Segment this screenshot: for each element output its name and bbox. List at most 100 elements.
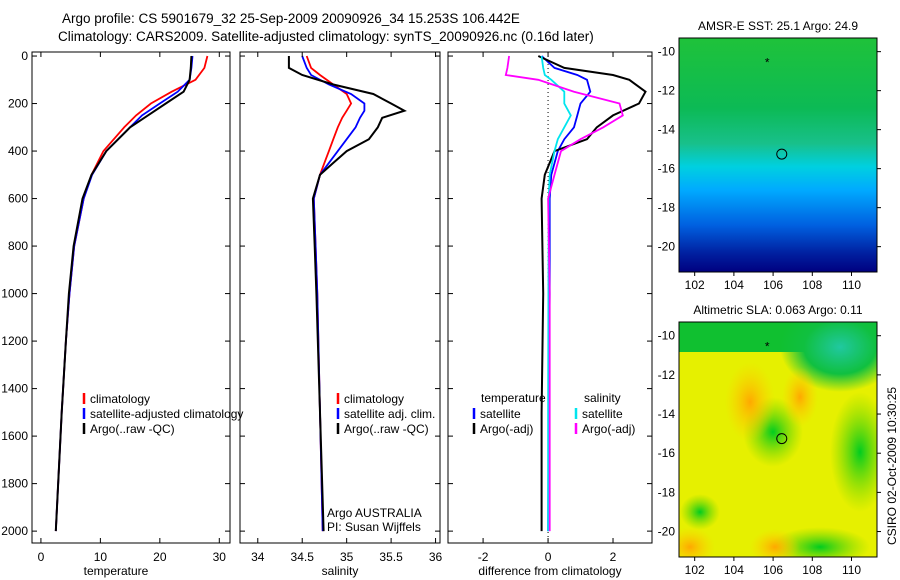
legend-label: satellite adj. clim.	[344, 407, 435, 421]
series-satellite-adj-clim-	[301, 55, 366, 532]
axes-box	[447, 51, 653, 544]
y-tick-label: 200	[8, 97, 28, 111]
map-sst: * AMSR-E SST: 25.1 Argo: 24.9 102 104 106 108…	[658, 19, 881, 292]
legend-label: satellite	[480, 407, 521, 421]
x-tick-label: 104	[724, 563, 744, 577]
x-tick-label: 106	[763, 278, 783, 292]
sla-field	[830, 392, 877, 512]
y-tick-label: -14	[658, 407, 676, 421]
legend-label: climatology	[344, 392, 404, 406]
y-tick-label: -16	[658, 446, 676, 460]
y-tick-label: 1000	[1, 287, 28, 301]
argo-position-marker	[776, 433, 788, 445]
sla-field	[680, 494, 720, 530]
panel-temp: 0 10 20 30 0 200 400 600 800 1000 1200 1400 1600 1800…	[1, 49, 243, 578]
x-tick-label: 108	[802, 563, 822, 577]
argo-position-marker	[776, 148, 788, 160]
x-axis-label: salinity	[322, 564, 359, 578]
series-argo-raw-qc-	[287, 56, 407, 532]
y-tick-label: 1600	[1, 429, 28, 443]
x-tick-label: -2	[478, 550, 489, 564]
axes-box	[239, 51, 441, 544]
sla-field	[679, 322, 877, 352]
x-tick-label: 102	[685, 563, 705, 577]
panel-sal: 34 34.5 35 35.5 36 salinity climatologysatelli…	[239, 51, 443, 578]
chart-title-line1: Argo profile: CS 5901679_32 25-Sep-2009 …	[62, 11, 520, 26]
sla-field	[770, 527, 870, 557]
previous-position-marker: *	[765, 340, 770, 354]
x-tick-label: 102	[685, 278, 705, 292]
legend-label: Argo(-adj)	[582, 422, 635, 436]
legend-label: satellite	[582, 407, 623, 421]
y-tick-label: -10	[658, 45, 676, 59]
x-tick-label: 104	[724, 278, 744, 292]
series-climatology	[54, 55, 209, 532]
sla-field	[725, 362, 775, 442]
map-sla: * Altimetric SLA: 0.063 Argo: 0.11 102 104 1…	[658, 303, 881, 577]
legend-label: Argo(..raw -QC)	[90, 422, 175, 436]
x-tick-label: 35.5	[379, 550, 403, 564]
chart-title-line2: Climatology: CARS2009. Satellite-adjuste…	[58, 29, 594, 44]
y-tick-label: -12	[658, 368, 676, 382]
x-tick-label: 110	[842, 563, 861, 577]
series-argo-raw-qc-	[54, 55, 193, 532]
x-axis-label: temperature	[84, 564, 149, 578]
annotation: PI: Susan Wijffels	[327, 520, 421, 534]
x-tick-label: 35	[340, 550, 354, 564]
y-tick-label: 400	[8, 144, 28, 158]
x-tick-label: 10	[94, 550, 108, 564]
axes-box	[31, 51, 231, 544]
x-tick-label: 106	[763, 563, 783, 577]
legend-label: satellite-adjusted climatology	[90, 407, 243, 421]
y-tick-label: 0	[21, 49, 28, 63]
y-tick-label: -16	[658, 162, 676, 176]
sla-field	[782, 367, 818, 427]
x-axis-label: difference from climatology	[478, 564, 621, 578]
series-salinity-satellite	[540, 55, 572, 532]
series-salinity-argo-adj-	[504, 55, 624, 532]
legend-label: Argo(-adj)	[480, 422, 533, 436]
x-tick-label: 34.5	[291, 550, 315, 564]
x-tick-label: 0	[545, 550, 552, 564]
series-satellite-adjusted-climatology	[54, 55, 194, 532]
x-tick-label: 36	[429, 550, 443, 564]
y-tick-label: -18	[658, 201, 676, 215]
y-tick-label: -12	[658, 84, 676, 98]
legend-label: Argo(..raw -QC)	[344, 422, 429, 436]
y-tick-label: -20	[658, 525, 676, 539]
x-tick-label: 108	[802, 278, 822, 292]
x-tick-label: 0	[38, 550, 45, 564]
map-box	[678, 37, 878, 273]
series-temperature-argo-adj-	[537, 55, 647, 532]
y-tick-label: -18	[658, 485, 676, 499]
sla-field	[743, 397, 803, 467]
legend-group-temperature: temperature	[481, 391, 546, 405]
y-tick-label: -20	[658, 240, 676, 254]
sla-field	[679, 322, 877, 557]
x-tick-label: 30	[213, 550, 227, 564]
map-box	[678, 321, 878, 558]
x-tick-label: 2	[610, 550, 617, 564]
x-tick-label: 110	[842, 278, 861, 292]
y-tick-label: 2000	[1, 524, 28, 538]
legend-label: climatology	[90, 392, 150, 406]
legend-group-salinity: salinity	[584, 391, 621, 405]
y-tick-label: 1800	[1, 477, 28, 491]
y-tick-label: 800	[8, 239, 28, 253]
previous-position-marker: *	[765, 55, 770, 69]
sla-field	[750, 529, 800, 557]
series-temperature-satellite	[540, 55, 592, 532]
x-tick-label: 20	[153, 550, 167, 564]
sla-field	[679, 527, 715, 557]
map-title: Altimetric SLA: 0.063 Argo: 0.11	[693, 303, 863, 317]
sst-field	[679, 38, 877, 272]
y-tick-label: -10	[658, 329, 676, 343]
y-tick-label: -14	[658, 123, 676, 137]
y-tick-label: 1400	[1, 382, 28, 396]
annotation: Argo AUSTRALIA	[327, 506, 422, 520]
sla-field	[780, 322, 877, 392]
y-tick-label: 600	[8, 192, 28, 206]
map-title: AMSR-E SST: 25.1 Argo: 24.9	[698, 19, 858, 33]
series-climatology	[305, 55, 353, 532]
